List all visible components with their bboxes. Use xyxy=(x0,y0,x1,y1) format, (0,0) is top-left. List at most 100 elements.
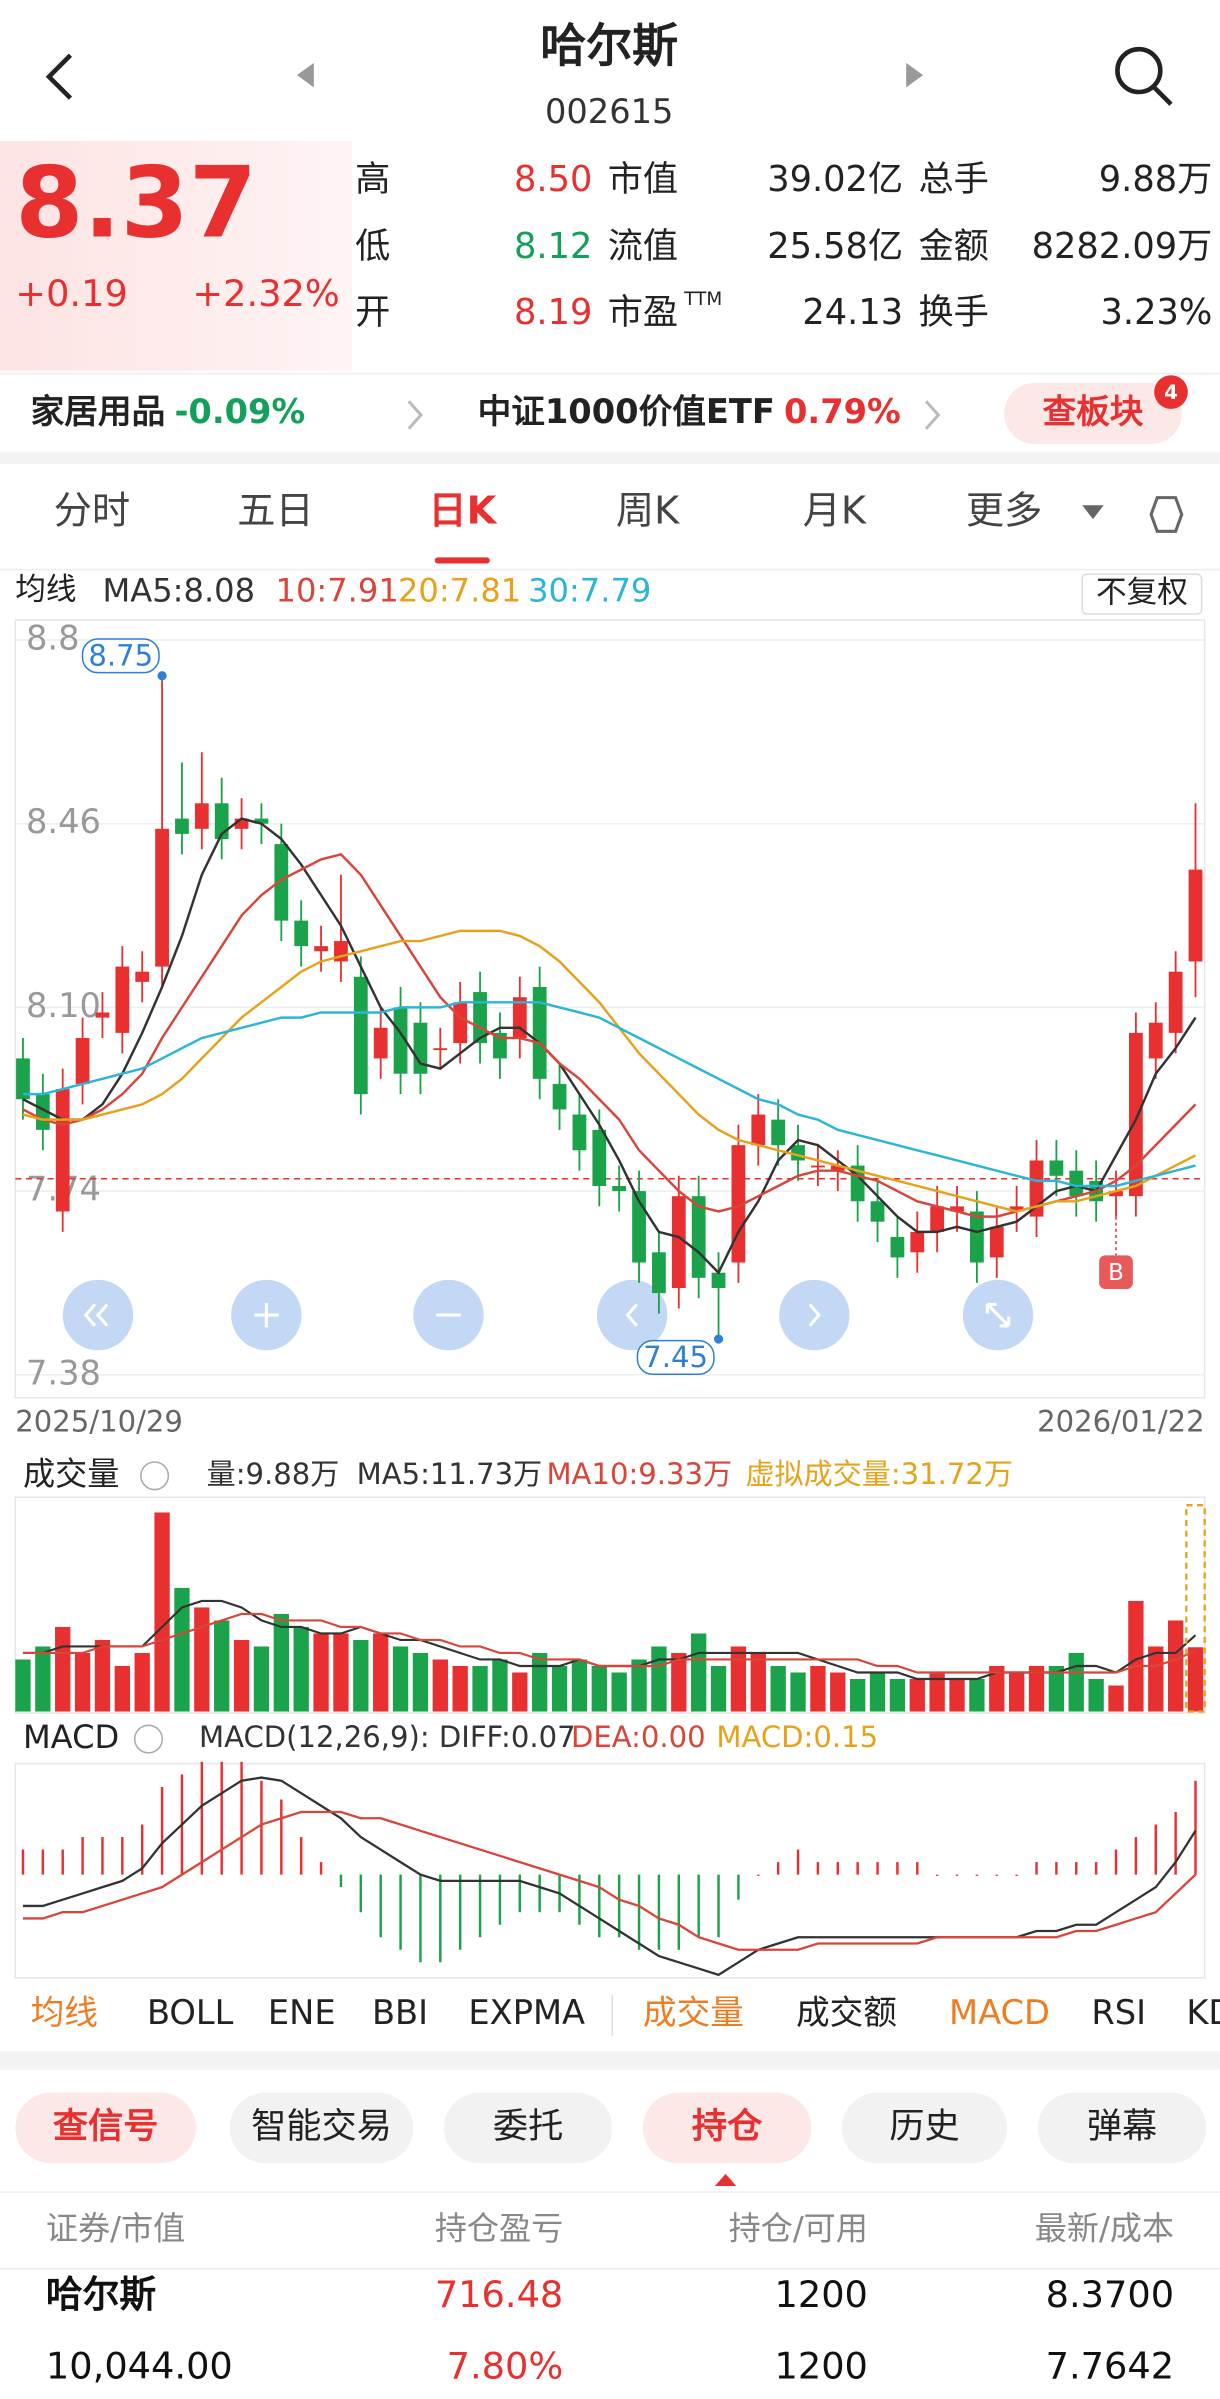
indicator-tab[interactable]: EXPMA xyxy=(468,1993,585,2032)
action-button-bg[interactable] xyxy=(1037,2092,1207,2164)
action-button-bg[interactable] xyxy=(841,2092,1008,2164)
candle-body xyxy=(671,1196,686,1289)
indicator-tab[interactable]: RSI xyxy=(1091,1993,1146,2032)
low-badge xyxy=(636,1339,715,1376)
period-tab[interactable]: 分时 xyxy=(54,488,131,533)
candle-body xyxy=(274,844,289,921)
candle-body xyxy=(592,1129,607,1186)
candle-body xyxy=(572,1114,587,1151)
next-stock[interactable] xyxy=(906,62,924,88)
volume-bar xyxy=(35,1646,51,1712)
change-pct: +2.32% xyxy=(192,272,339,315)
help-icon[interactable] xyxy=(140,1461,170,1491)
indicator-tab[interactable]: 均线 xyxy=(31,1993,98,2032)
volume-bar xyxy=(790,1672,806,1712)
table-header: 持仓/可用 xyxy=(729,2209,868,2247)
more-arrow[interactable] xyxy=(1082,505,1104,520)
badge-count: 4 xyxy=(1164,381,1178,404)
nav-button[interactable] xyxy=(596,1279,668,1351)
volume-ma xyxy=(22,1612,1196,1674)
stat-value: 25.58亿 xyxy=(767,226,903,267)
period-tab[interactable]: 周K xyxy=(616,488,680,533)
indicator-tab[interactable]: BBI xyxy=(372,1993,428,2032)
candle-body xyxy=(433,1048,448,1051)
stat-label: 市值 xyxy=(608,159,678,200)
action-button[interactable]: 查信号 xyxy=(53,2106,159,2147)
indicator-tab[interactable]: 成交量 xyxy=(643,1993,744,2032)
candle-body xyxy=(989,1226,1004,1258)
back-button[interactable] xyxy=(45,53,73,100)
volume-title: 成交量 xyxy=(23,1455,119,1493)
volume-bar xyxy=(1068,1652,1084,1712)
stat-value: 24.13 xyxy=(802,292,903,333)
search-button[interactable] xyxy=(1115,46,1173,106)
period-tab[interactable]: 五日 xyxy=(237,488,314,533)
ma-line xyxy=(22,929,1197,1213)
volume-bar xyxy=(1048,1665,1065,1712)
volume-bar xyxy=(532,1652,548,1712)
volume-bar xyxy=(989,1665,1005,1712)
action-button[interactable]: 弹幕 xyxy=(1087,2106,1157,2147)
indicator-tab[interactable]: 成交额 xyxy=(796,1993,897,2032)
sector-name[interactable]: 家居用品 xyxy=(31,392,166,431)
ma-legend: 30:7.79 xyxy=(528,572,651,610)
nav-button[interactable] xyxy=(779,1279,850,1351)
candle-body xyxy=(632,1191,646,1263)
candle-body xyxy=(1188,869,1203,962)
candle-body xyxy=(194,803,209,829)
indicator-tab[interactable]: ENE xyxy=(268,1993,336,2032)
period-tab[interactable]: 更多 xyxy=(966,488,1043,533)
price-panel xyxy=(0,140,353,371)
candle-body xyxy=(115,966,130,1033)
candle-body xyxy=(830,1165,845,1171)
macd-legend: DEA:0.00 xyxy=(571,1720,706,1754)
dea-line xyxy=(22,1810,1197,1951)
volume-bar xyxy=(15,1659,31,1712)
sector-button[interactable]: 查板块 xyxy=(1042,392,1143,431)
volume-bar xyxy=(253,1646,270,1712)
action-button-bg[interactable] xyxy=(443,2092,613,2164)
action-button-bg[interactable] xyxy=(229,2092,414,2164)
period-tab[interactable]: 月K xyxy=(803,488,867,533)
volume-bar xyxy=(591,1665,607,1712)
sector-button-bg[interactable] xyxy=(1004,382,1182,445)
adjust-button-bg[interactable] xyxy=(1081,573,1203,615)
help-icon[interactable] xyxy=(133,1724,164,1754)
table-cell: 7.7642 xyxy=(1046,2345,1174,2388)
action-button-bg[interactable] xyxy=(15,2092,196,2164)
candle-body xyxy=(95,1012,110,1018)
volume-bar xyxy=(74,1652,91,1712)
volume-bar xyxy=(1167,1620,1184,1712)
volume-bar xyxy=(1108,1685,1124,1712)
candle-body xyxy=(930,1206,945,1232)
volume-bar xyxy=(233,1639,250,1712)
stat-label: 开 xyxy=(355,292,390,333)
period-tab[interactable]: 日K xyxy=(428,488,497,533)
action-button[interactable]: 智能交易 xyxy=(251,2106,392,2147)
candle-body xyxy=(155,828,169,967)
sector-name[interactable]: 中证1000价值ETF xyxy=(478,392,775,431)
indicator-tab[interactable]: BOLL xyxy=(147,1993,234,2032)
prev-stock[interactable] xyxy=(296,62,314,88)
action-button-bg[interactable] xyxy=(642,2092,812,2164)
volume-bar xyxy=(909,1679,925,1712)
adjust-button[interactable]: 不复权 xyxy=(1096,576,1188,611)
settings-button[interactable] xyxy=(1149,496,1184,533)
volume-bar xyxy=(512,1672,528,1712)
candle-body xyxy=(711,1272,726,1289)
indicator-tab[interactable]: KD xyxy=(1186,1993,1220,2032)
candle-body xyxy=(373,1027,388,1059)
action-button[interactable]: 委托 xyxy=(493,2106,563,2147)
action-button[interactable]: 历史 xyxy=(889,2106,959,2147)
indicator-tab[interactable]: MACD xyxy=(949,1993,1050,2032)
volume-bar xyxy=(492,1659,508,1712)
action-button[interactable]: 持仓 xyxy=(692,2106,763,2147)
ma-line xyxy=(22,817,1197,1275)
volume-bar xyxy=(373,1633,389,1712)
table-header: 最新/成本 xyxy=(1035,2209,1174,2247)
macd-title: MACD xyxy=(23,1718,119,1756)
volume-bar xyxy=(392,1646,409,1712)
price: 8.37 xyxy=(15,147,257,261)
candle-body xyxy=(652,1252,666,1294)
volume-bar xyxy=(273,1613,289,1712)
